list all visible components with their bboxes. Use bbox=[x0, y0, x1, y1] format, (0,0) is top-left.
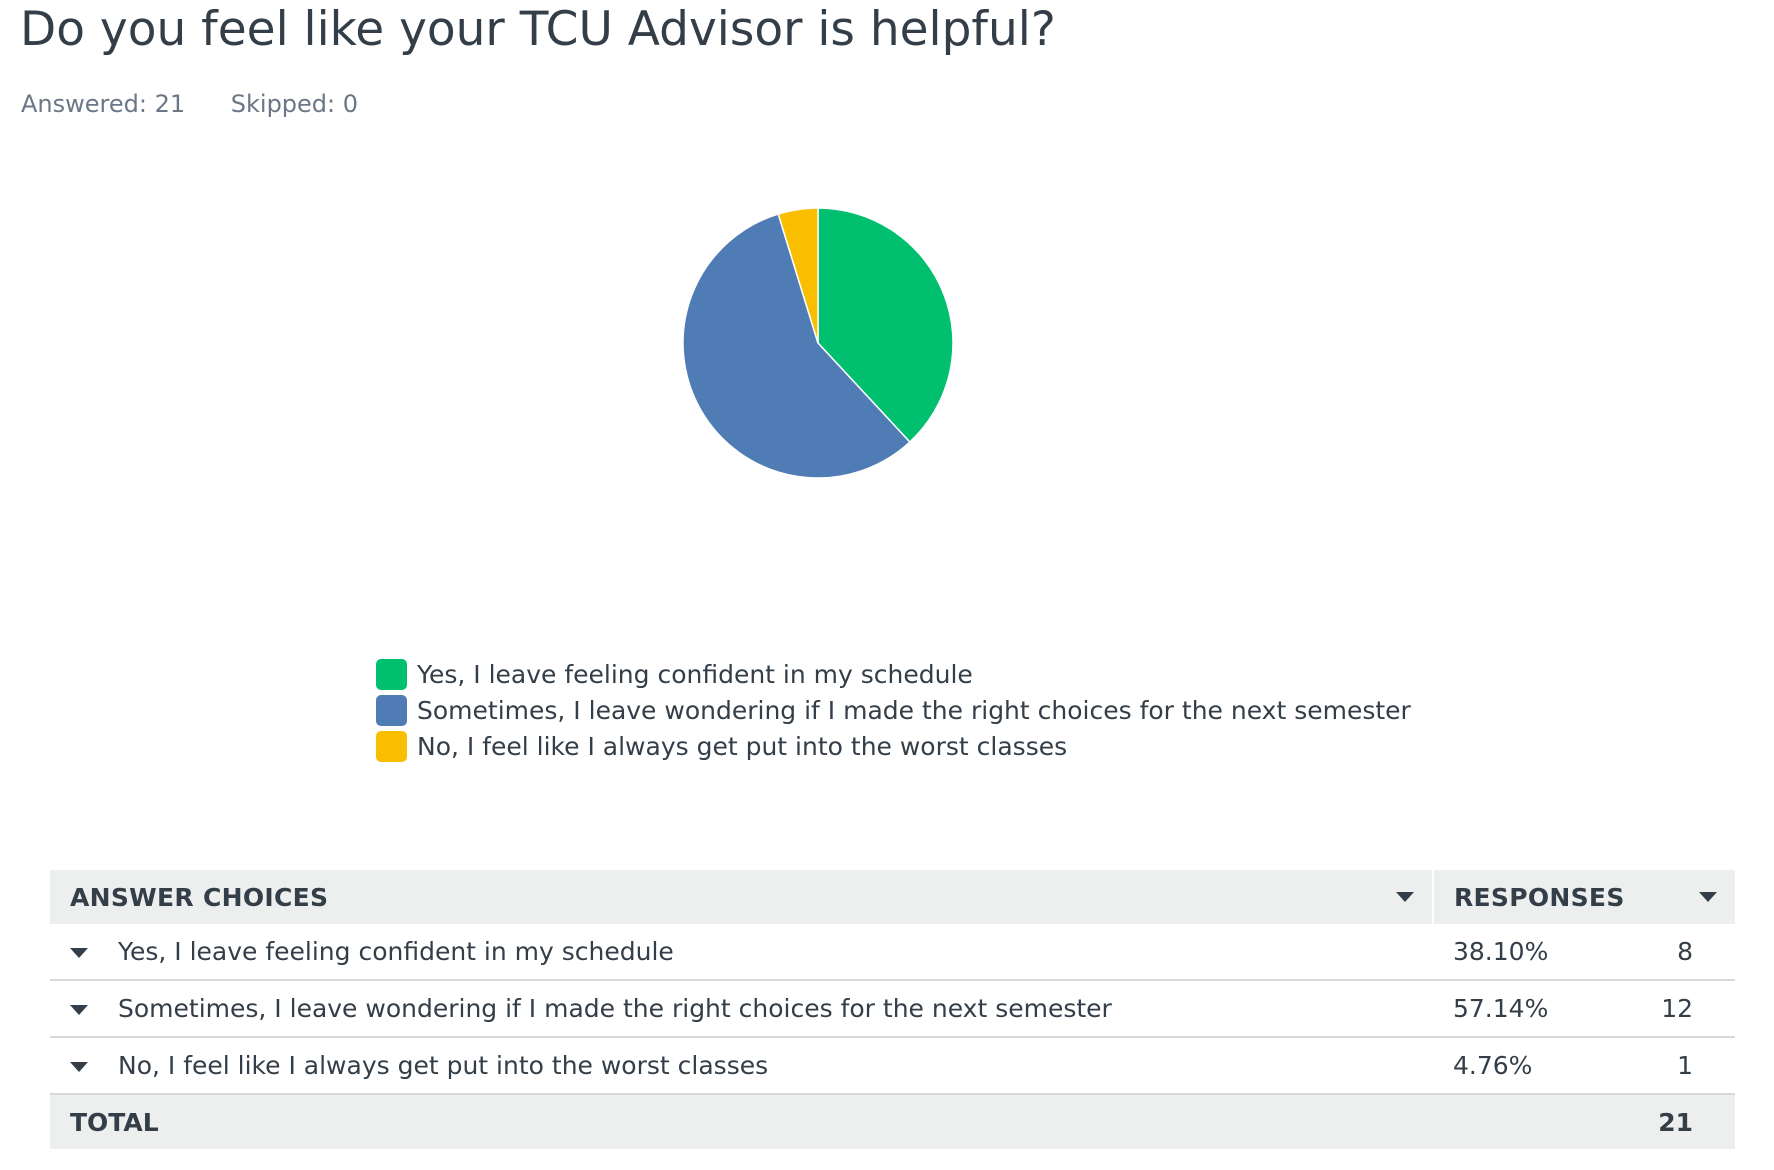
response-count: 12 bbox=[1633, 980, 1735, 1038]
legend-item-no: No, I feel like I always get put into th… bbox=[376, 728, 1411, 764]
response-count: 1 bbox=[1633, 1037, 1735, 1095]
chart-legend: Yes, I leave feeling confident in my sch… bbox=[376, 656, 1411, 764]
legend-label-no: No, I feel like I always get put into th… bbox=[417, 731, 1068, 761]
legend-swatch-sometimes bbox=[376, 694, 407, 726]
legend-item-sometimes: Sometimes, I leave wondering if I made t… bbox=[376, 692, 1411, 728]
expand-caret-icon[interactable] bbox=[70, 1062, 88, 1072]
question-title: Do you feel like your TCU Advisor is hel… bbox=[20, 2, 1056, 57]
table-row: Sometimes, I leave wondering if I made t… bbox=[50, 980, 1735, 1038]
expand-caret-icon[interactable] bbox=[70, 948, 88, 958]
total-row: TOTAL 21 bbox=[50, 1094, 1735, 1149]
answer-choice-label: Yes, I leave feeling confident in my sch… bbox=[118, 937, 674, 966]
responses-header[interactable]: RESPONSES bbox=[1433, 870, 1735, 924]
answer-choice-cell: No, I feel like I always get put into th… bbox=[50, 1037, 1433, 1095]
answered-count: Answered: 21 bbox=[21, 90, 186, 118]
legend-swatch-yes bbox=[376, 658, 407, 690]
response-percent: 4.76% bbox=[1433, 1037, 1633, 1095]
responses-table: ANSWER CHOICES RESPONSES Yes, I leave fe… bbox=[50, 870, 1735, 1149]
answer-choices-header-label: ANSWER CHOICES bbox=[70, 882, 329, 912]
answer-choice-cell: Yes, I leave feeling confident in my sch… bbox=[50, 924, 1433, 981]
total-spacer bbox=[1433, 1094, 1633, 1149]
total-label: TOTAL bbox=[50, 1094, 1433, 1149]
expand-caret-icon[interactable] bbox=[70, 1005, 88, 1015]
total-count: 21 bbox=[1633, 1094, 1735, 1149]
responses-header-label: RESPONSES bbox=[1454, 882, 1625, 912]
answer-choices-header[interactable]: ANSWER CHOICES bbox=[50, 870, 1434, 924]
legend-swatch-no bbox=[376, 730, 407, 762]
response-stats: Answered: 21 Skipped: 0 bbox=[21, 90, 358, 118]
response-percent: 38.10% bbox=[1433, 924, 1633, 981]
answer-choice-label: Sometimes, I leave wondering if I made t… bbox=[118, 994, 1112, 1023]
answer-choice-label: No, I feel like I always get put into th… bbox=[118, 1051, 769, 1080]
pie-slice-no[interactable] bbox=[777, 207, 819, 344]
legend-label-yes: Yes, I leave feeling confident in my sch… bbox=[417, 659, 973, 689]
table-row: Yes, I leave feeling confident in my sch… bbox=[50, 924, 1735, 981]
pie-slice-sometimes[interactable] bbox=[682, 213, 911, 479]
pie-slice-yes[interactable] bbox=[817, 207, 954, 444]
table-row: No, I feel like I always get put into th… bbox=[50, 1037, 1735, 1095]
skipped-count: Skipped: 0 bbox=[230, 90, 359, 118]
sort-caret-down-icon[interactable] bbox=[1396, 892, 1414, 902]
pie-chart bbox=[682, 207, 954, 479]
legend-label-sometimes: Sometimes, I leave wondering if I made t… bbox=[417, 695, 1411, 725]
legend-item-yes: Yes, I leave feeling confident in my sch… bbox=[376, 656, 1411, 692]
response-count: 8 bbox=[1633, 924, 1735, 981]
answer-choice-cell: Sometimes, I leave wondering if I made t… bbox=[50, 980, 1433, 1038]
sort-caret-down-icon[interactable] bbox=[1699, 892, 1717, 902]
response-percent: 57.14% bbox=[1433, 980, 1633, 1038]
